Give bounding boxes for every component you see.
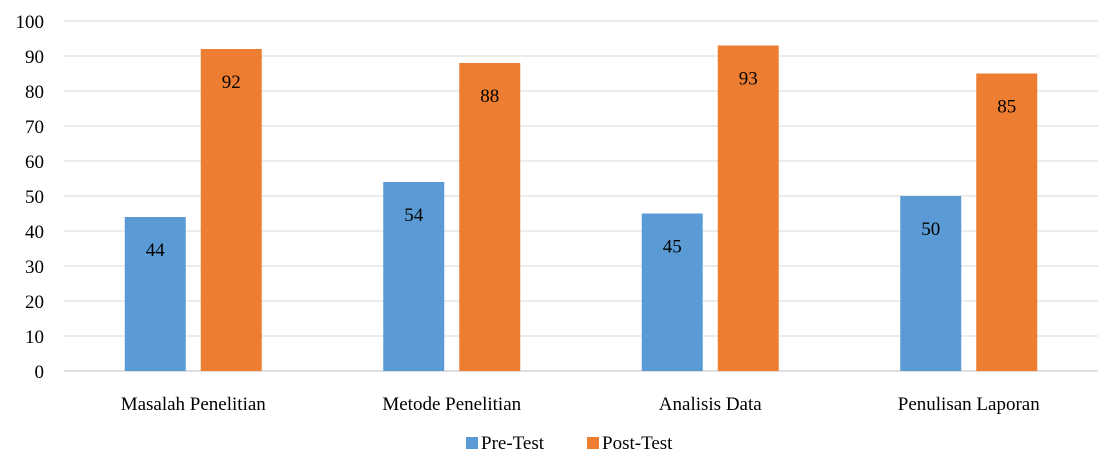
data-label: 93 bbox=[739, 69, 758, 90]
legend-swatch-post-test bbox=[587, 437, 599, 449]
bar-pre-test-2 bbox=[641, 213, 703, 371]
y-tick-label: 30 bbox=[25, 257, 44, 278]
legend-label: Pre-Test bbox=[481, 433, 545, 454]
bar-post-test-2 bbox=[717, 45, 779, 371]
data-label: 45 bbox=[663, 237, 682, 258]
y-tick-label: 50 bbox=[25, 187, 44, 208]
y-tick-label: 0 bbox=[35, 362, 45, 383]
bar-post-test-3 bbox=[976, 73, 1038, 371]
data-label: 92 bbox=[222, 72, 241, 93]
y-tick-label: 40 bbox=[25, 222, 44, 243]
data-label: 85 bbox=[997, 97, 1016, 118]
y-axis-tick-labels: 0 10 20 30 40 50 60 70 80 90 100 bbox=[16, 12, 45, 383]
y-tick-label: 20 bbox=[25, 292, 44, 313]
data-label: 44 bbox=[146, 240, 166, 261]
legend-label: Post-Test bbox=[602, 433, 673, 454]
x-category-label: Penulisan Laporan bbox=[898, 394, 1040, 415]
bars bbox=[124, 45, 1038, 371]
bar-pre-test-3 bbox=[900, 196, 962, 371]
x-axis-category-labels: Masalah Penelitian Metode Penelitian Anali… bbox=[121, 394, 1041, 415]
bar-post-test-0 bbox=[200, 49, 262, 371]
data-label: 50 bbox=[921, 219, 940, 240]
y-tick-label: 60 bbox=[25, 152, 44, 173]
y-tick-label: 70 bbox=[25, 117, 44, 138]
y-tick-label: 90 bbox=[25, 47, 44, 68]
legend-swatch-pre-test bbox=[466, 437, 478, 449]
y-tick-label: 80 bbox=[25, 82, 44, 103]
y-tick-label: 10 bbox=[25, 327, 44, 348]
bar-pre-test-0 bbox=[124, 217, 186, 371]
x-category-label: Masalah Penelitian bbox=[121, 394, 267, 415]
legend: Pre-Test Post-Test bbox=[466, 433, 673, 454]
bar-post-test-1 bbox=[459, 63, 521, 371]
data-labels: 44 92 54 88 45 93 50 85 bbox=[146, 69, 1017, 262]
x-category-label: Metode Penelitian bbox=[382, 394, 521, 415]
x-category-label: Analisis Data bbox=[659, 394, 762, 415]
data-label: 88 bbox=[480, 86, 499, 107]
data-label: 54 bbox=[404, 205, 424, 226]
y-tick-label: 100 bbox=[16, 12, 45, 33]
bar-pre-test-1 bbox=[383, 182, 445, 371]
